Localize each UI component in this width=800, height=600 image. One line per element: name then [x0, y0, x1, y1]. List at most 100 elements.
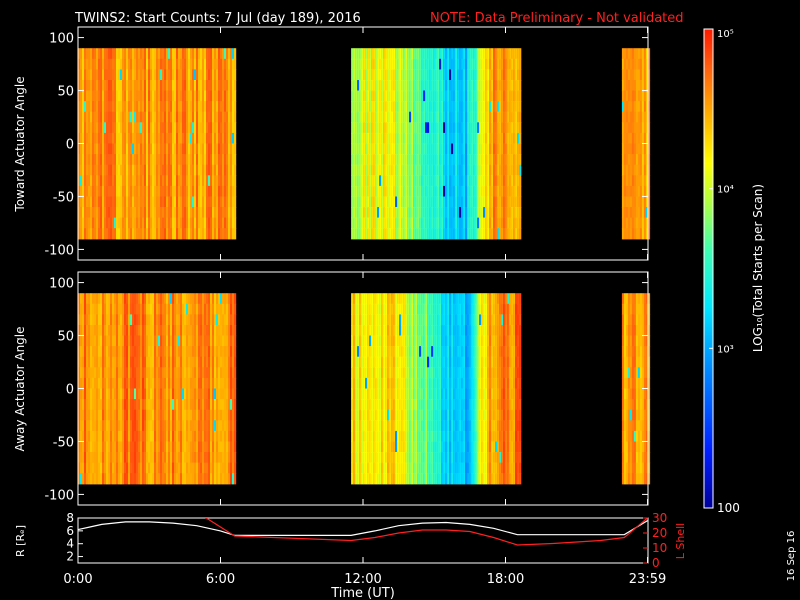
- heatmap-cell: [220, 335, 223, 347]
- heatmap-cell: [122, 346, 125, 358]
- heatmap-cell: [467, 164, 470, 176]
- heatmap-cell: [439, 164, 442, 176]
- heatmap-cell: [515, 48, 518, 60]
- heatmap-cell: [407, 196, 410, 208]
- heatmap-cell: [387, 132, 390, 145]
- heatmap-cell: [645, 207, 649, 219]
- heatmap-cell: [102, 356, 105, 368]
- heatmap-cell: [172, 101, 175, 113]
- heatmap-cell: [100, 196, 103, 208]
- heatmap-cell: [200, 420, 203, 432]
- heatmap-cell: [110, 154, 113, 166]
- heatmap-cell: [114, 185, 117, 198]
- heatmap-cell: [96, 48, 99, 60]
- heatmap-cell: [180, 335, 183, 347]
- heatmap-cell: [375, 196, 378, 208]
- heatmap-cell: [122, 111, 125, 123]
- heatmap-cell: [463, 132, 466, 145]
- heatmap-cell: [136, 346, 139, 358]
- heatmap-cell: [78, 335, 81, 347]
- heatmap-cell: [385, 111, 388, 123]
- heatmap-cell: [633, 132, 637, 145]
- heatmap-cell: [393, 80, 396, 92]
- heatmap-cell: [130, 303, 133, 315]
- heatmap-cell: [361, 314, 364, 326]
- heatmap-cell: [379, 325, 382, 337]
- heatmap-cell: [387, 325, 390, 337]
- heatmap-cell: [355, 58, 358, 70]
- heatmap-cell: [108, 452, 111, 464]
- heatmap-cell: [491, 122, 494, 134]
- heatmap-cell: [625, 196, 629, 208]
- heatmap-cell: [132, 293, 135, 305]
- heatmap-cell: [212, 154, 215, 166]
- heatmap-cell: [224, 325, 227, 337]
- heatmap-cell: [425, 101, 428, 113]
- heatmap-cell: [515, 175, 518, 187]
- heatmap-cell: [86, 303, 89, 315]
- heatmap-cell: [503, 58, 506, 70]
- heatmap-cell: [222, 48, 225, 60]
- heatmap-cell: [497, 58, 500, 70]
- heatmap-cell: [417, 175, 420, 187]
- heatmap-cell: [182, 154, 185, 166]
- heatmap-cell: [120, 90, 123, 102]
- heatmap-cell: [226, 101, 229, 113]
- heatmap-cell: [82, 399, 85, 411]
- heatmap-cell: [495, 143, 498, 155]
- heatmap-cell: [234, 143, 237, 155]
- heatmap-cell: [509, 175, 512, 187]
- heatmap-cell: [483, 207, 486, 219]
- heatmap-cell: [194, 111, 197, 123]
- heatmap-cell: [146, 430, 149, 443]
- heatmap-cell: [351, 452, 354, 464]
- heatmap-cell: [637, 154, 641, 166]
- heatmap-cell: [224, 228, 227, 240]
- heatmap-cell: [78, 196, 81, 208]
- heatmap-cell: [84, 196, 87, 208]
- heatmap-cell: [110, 346, 113, 358]
- heatmap-cell: [417, 69, 420, 81]
- heatmap-cell: [130, 90, 133, 102]
- heatmap-cell: [473, 111, 476, 123]
- heatmap-cell: [122, 154, 125, 166]
- heatmap-cell: [226, 175, 229, 187]
- heatmap-cell: [116, 314, 119, 326]
- heatmap-cell: [78, 462, 81, 474]
- heatmap-cell: [166, 473, 169, 485]
- heatmap-cell: [367, 367, 370, 379]
- heatmap-cell: [214, 452, 217, 464]
- heatmap-cell: [90, 175, 93, 187]
- heatmap-cell: [104, 111, 107, 123]
- heatmap-cell: [437, 143, 440, 155]
- heatmap-cell: [435, 196, 438, 208]
- heatmap-cell: [176, 335, 179, 347]
- heatmap-cell: [78, 90, 81, 102]
- heatmap-cell: [202, 325, 205, 337]
- heatmap-cell: [170, 132, 173, 145]
- heatmap-cell: [399, 228, 402, 240]
- heatmap-cell: [198, 346, 201, 358]
- heatmap-cell: [365, 388, 368, 400]
- heatmap-cell: [214, 293, 217, 305]
- heatmap-cell: [156, 388, 159, 400]
- heatmap-cell: [409, 164, 412, 176]
- heatmap-cell: [399, 185, 402, 198]
- heatmap-cell: [371, 143, 374, 155]
- heatmap-cell: [88, 409, 91, 421]
- heatmap-cell: [371, 314, 374, 326]
- heatmap-cell: [108, 293, 111, 305]
- heatmap-cell: [379, 101, 382, 113]
- heatmap-cell: [515, 101, 518, 113]
- heatmap-cell: [154, 441, 157, 453]
- heatmap-cell: [128, 356, 131, 368]
- heatmap-cell: [463, 122, 466, 134]
- heatmap-cell: [519, 175, 522, 187]
- heatmap-cell: [224, 111, 227, 123]
- heatmap-cell: [479, 132, 482, 145]
- heatmap-cell: [176, 409, 179, 421]
- heatmap-cell: [196, 452, 199, 464]
- heatmap-cell: [82, 346, 85, 358]
- heatmap-cell: [198, 430, 201, 443]
- heatmap-cell: [104, 388, 107, 400]
